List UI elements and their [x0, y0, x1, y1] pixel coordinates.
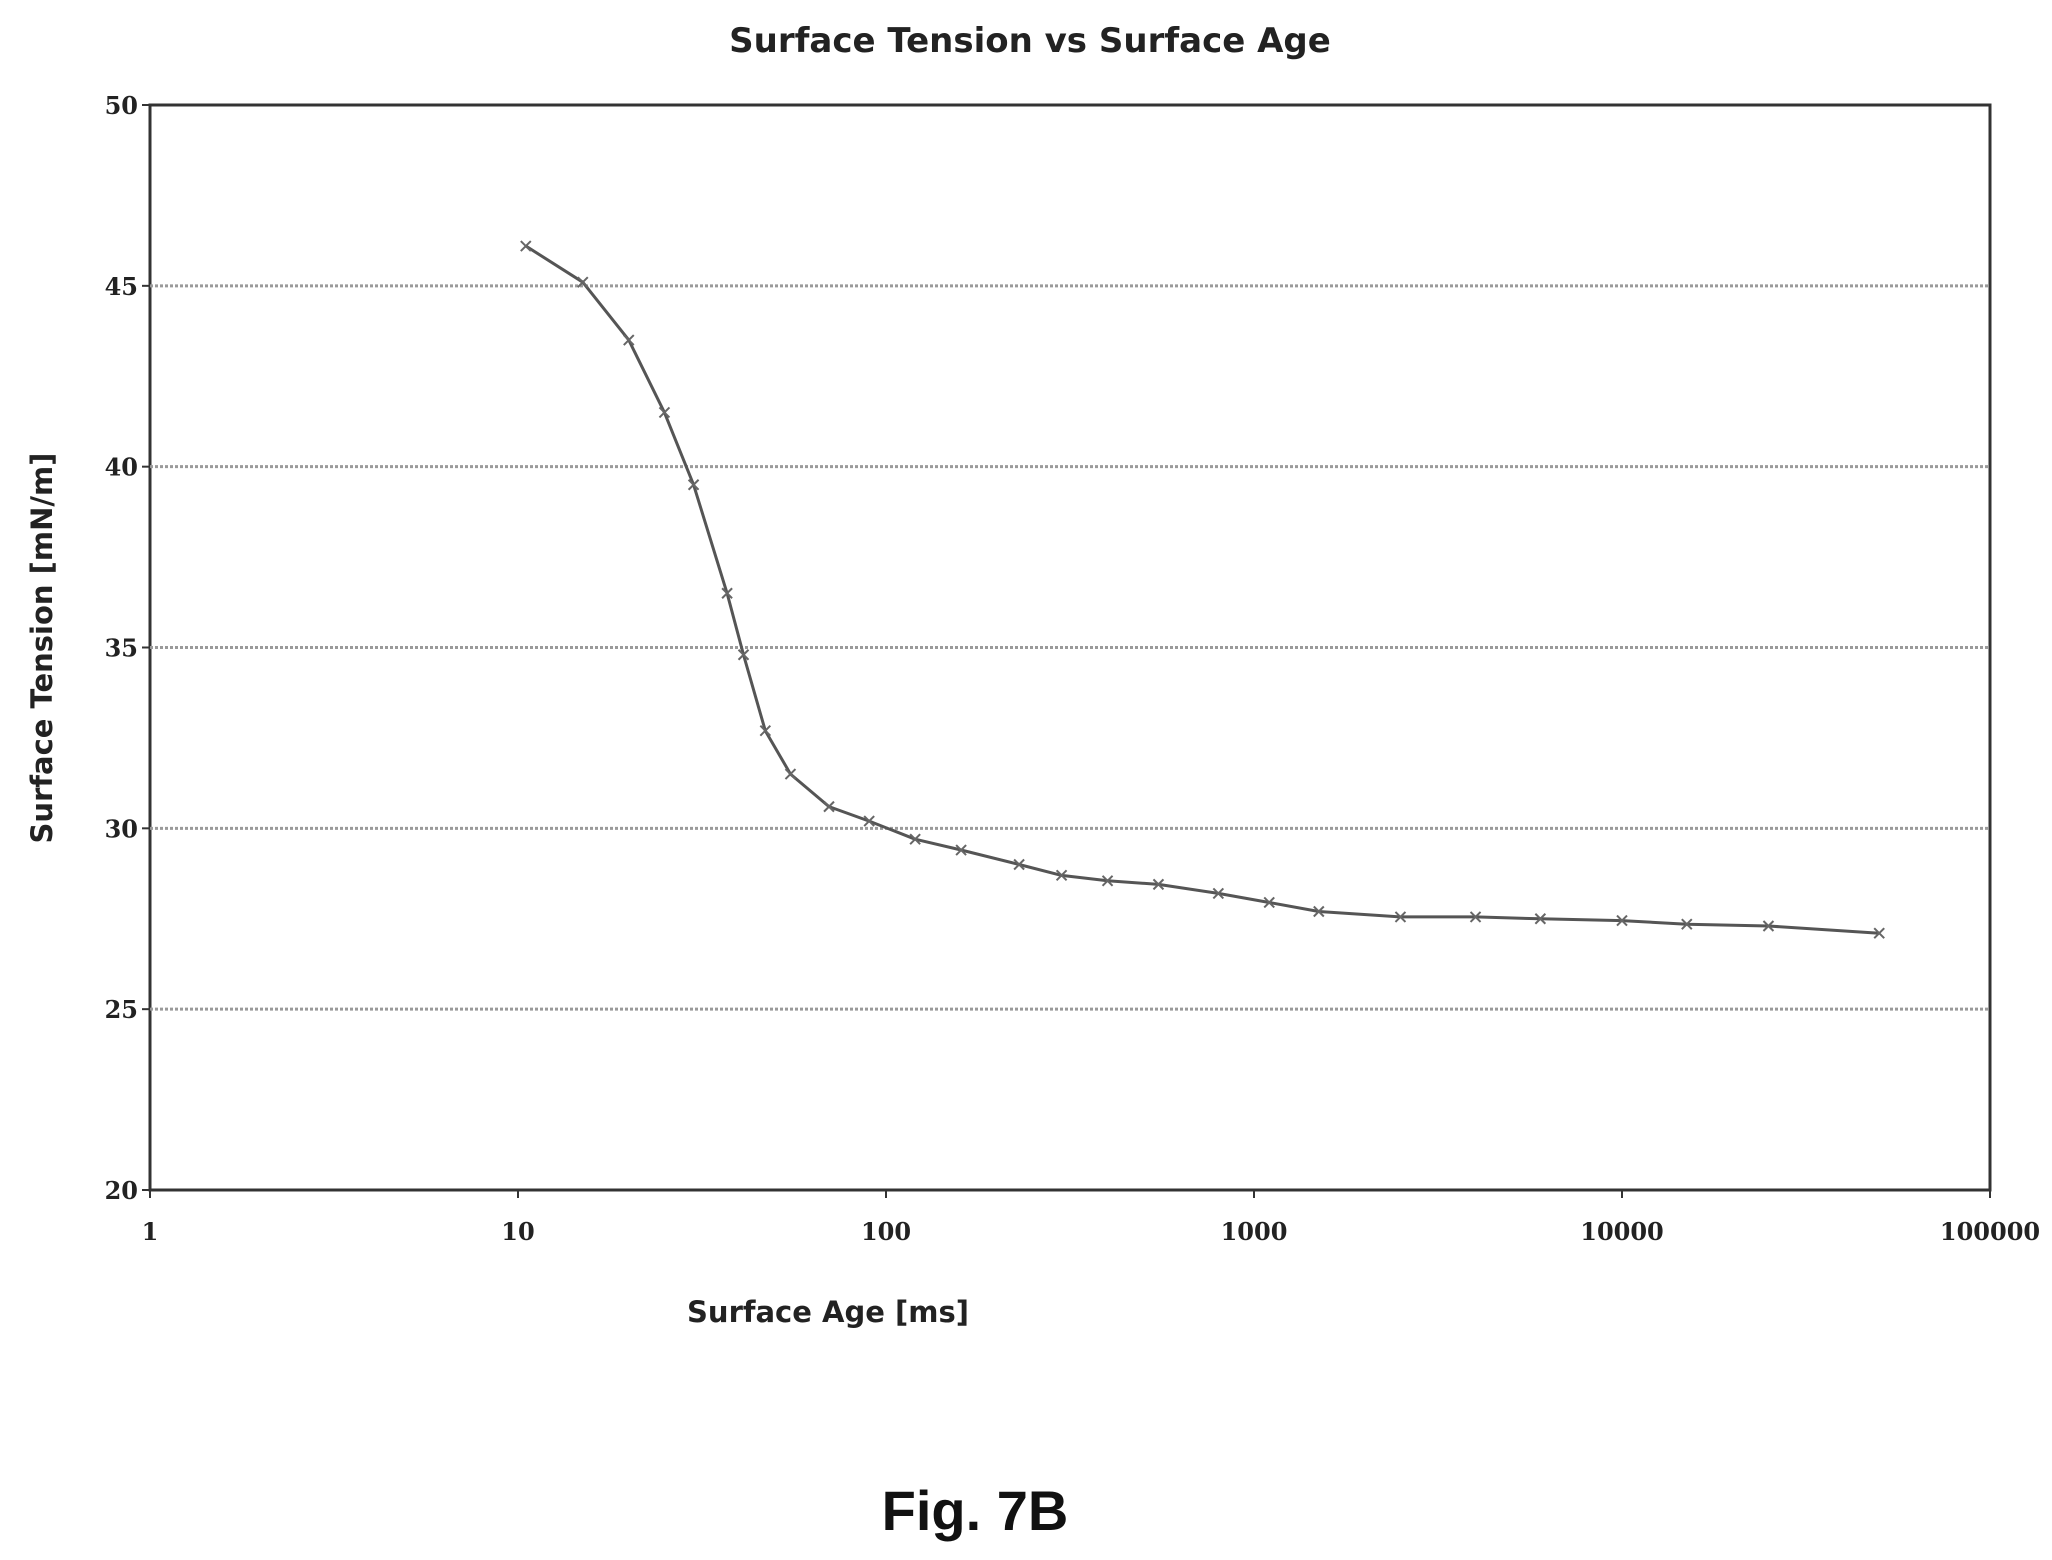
y-tick-label: 45: [105, 272, 138, 301]
x-axis-ticks: 1 10 100 1000 10000 100000: [142, 1190, 2040, 1246]
y-tick-label: 35: [105, 634, 138, 663]
data-point: [1313, 905, 1325, 918]
data-point: [687, 479, 700, 491]
gridlines: [150, 284, 1990, 1011]
x-tick-label: 1: [142, 1217, 159, 1246]
data-point: [823, 800, 835, 813]
data-point: [1013, 858, 1025, 871]
data-point: [1263, 896, 1275, 909]
chart-title: Surface Tension vs Surface Age: [729, 21, 1331, 61]
data-point: [658, 406, 671, 419]
data-point: [623, 334, 635, 346]
x-tick-label: 10000: [1580, 1217, 1664, 1246]
x-tick-label: 100000: [1940, 1217, 2040, 1246]
data-point: [1152, 878, 1165, 891]
y-tick-label: 40: [105, 453, 138, 482]
y-tick-label: 25: [105, 995, 138, 1024]
data-point: [1873, 927, 1885, 939]
x-tick-label: 1000: [1221, 1217, 1288, 1246]
data-point: [863, 815, 875, 827]
data-point: [909, 833, 921, 845]
y-tick-label: 30: [105, 814, 138, 843]
data-point: [1762, 920, 1775, 932]
data-point: [1681, 918, 1693, 930]
x-tick-label: 100: [861, 1217, 911, 1246]
figure-caption: Fig. 7B: [882, 1479, 1069, 1542]
data-point: [737, 649, 750, 661]
x-tick-label: 10: [501, 1217, 534, 1246]
data-point: [784, 768, 797, 780]
data-point: [1101, 875, 1114, 887]
y-axis-ticks: 20 25 30 35 40 45 50: [105, 91, 150, 1205]
data-point: [721, 587, 733, 599]
data-point: [955, 844, 967, 856]
y-tick-label: 50: [105, 91, 138, 120]
data-point: [1469, 911, 1482, 923]
x-axis-label: Surface Age [ms]: [687, 1295, 969, 1329]
data-point: [520, 240, 532, 252]
data-point: [1212, 887, 1225, 900]
data-series: [520, 240, 1885, 939]
data-point: [1616, 914, 1628, 927]
data-point: [577, 276, 589, 288]
data-point: [759, 724, 772, 737]
data-point: [1534, 913, 1547, 925]
y-axis-label: Surface Tension [mN/m]: [25, 453, 59, 844]
y-tick-label: 20: [105, 1176, 138, 1205]
data-point: [1394, 911, 1407, 923]
data-point: [1055, 869, 1068, 882]
